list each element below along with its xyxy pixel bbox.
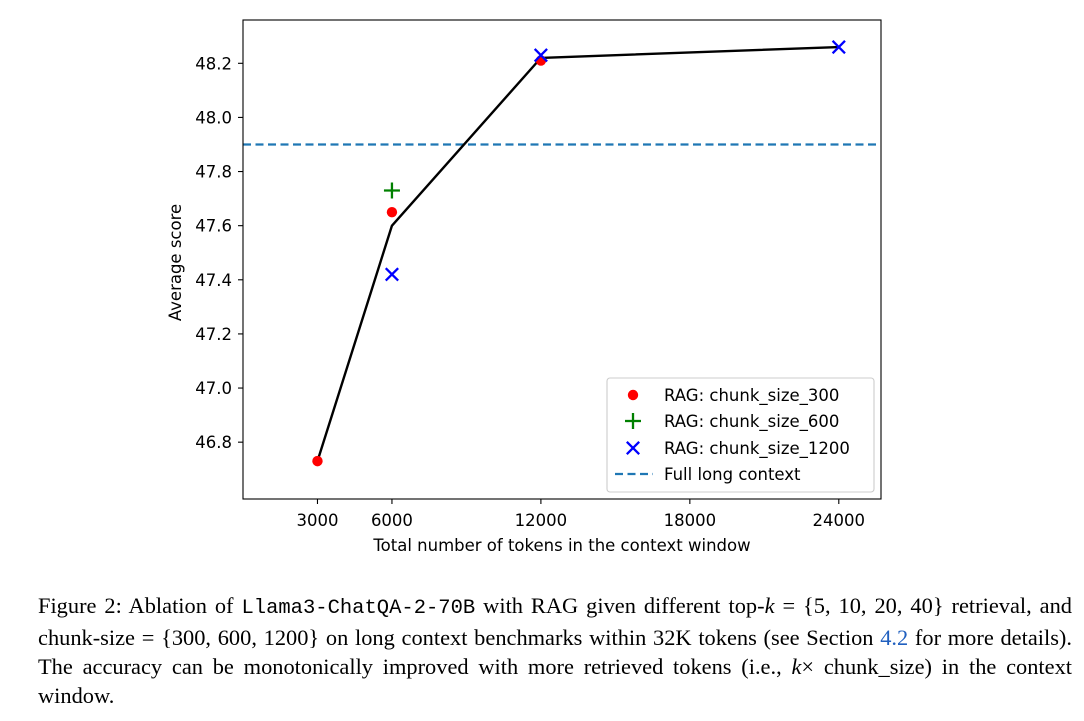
caption-part4: × chunk_size) in the context window. [38, 654, 1072, 708]
y-tick-label-2: 47.0 [195, 379, 232, 398]
legend-marker-3 [625, 440, 641, 456]
y-tick-label-3: 47.2 [195, 325, 232, 344]
y-tick-label-5: 47.6 [195, 217, 232, 236]
x-tick-label-1: 3000 [296, 511, 338, 530]
x-tick-label-4: 18000 [664, 511, 717, 530]
caption-lead: Figure 2: Ablation of [38, 593, 242, 618]
y-tick-label-7: 48.0 [195, 108, 232, 127]
series-3-point-2 [533, 48, 548, 63]
legend-ref-label-1: Full long context [664, 465, 801, 484]
caption-part2: = {5, 10, 20, 40} retrieval, and chunk-s… [38, 593, 1072, 650]
y-tick-label-4: 47.4 [195, 271, 232, 290]
chart: 3000 6000 12000 18000 24000 46.8 47.0 47.2 47.4 4… [166, 19, 882, 555]
section-link[interactable]: 4.2 [880, 625, 909, 650]
series-3-point-3-d2 [831, 40, 846, 55]
legend-marker-3-d2 [625, 440, 641, 456]
legend: RAG: chunk_size_300 RAG: chunk_size_600 RA… [606, 377, 875, 493]
y-tick-label-1: 46.8 [195, 433, 232, 452]
trend-line [316, 45, 839, 462]
x-tick-label-5: 24000 [813, 511, 866, 530]
figure: 3000 6000 12000 18000 24000 46.8 47.0 47.2 47.4 4… [166, 19, 882, 555]
legend-label-3: RAG: chunk_size_1200 [664, 439, 850, 459]
caption-k2: k [791, 654, 802, 679]
series-3-point-1 [384, 267, 399, 282]
series-3-point-2-d2 [533, 48, 548, 63]
legend-label-1: RAG: chunk_size_300 [664, 386, 839, 406]
legend-box [606, 377, 875, 493]
y-tick-label-6: 47.8 [195, 163, 232, 182]
legend-marker-1 [627, 389, 639, 401]
x-tick-label-3: 12000 [515, 511, 568, 530]
axes-layer: 3000 6000 12000 18000 24000 46.8 47.0 47.2 47.4 4… [166, 19, 882, 555]
caption-part3: for more details). The accuracy can be m… [38, 625, 1072, 679]
caption-model-name: Llama3-ChatQA-2-70B [241, 597, 476, 620]
x-tick-label-2: 6000 [371, 511, 413, 530]
plot-data-layer [243, 40, 881, 467]
series-1-point-1 [312, 455, 323, 467]
series-2-point-1 [383, 182, 400, 199]
legend-label-2: RAG: chunk_size_600 [664, 412, 839, 432]
figure-caption: Figure 2: Ablation of Llama3-ChatQA-2-70… [38, 591, 1072, 710]
y-tick-label-8: 48.2 [195, 54, 232, 73]
series-1-point-2 [386, 206, 398, 218]
caption-k: k [764, 593, 775, 618]
y-axis-label: Average score [166, 204, 185, 321]
legend-marker-2 [625, 413, 641, 429]
series-3-point-3 [831, 40, 846, 55]
x-axis-label: Total number of tokens in the context wi… [372, 536, 750, 555]
series-1-point-3 [535, 55, 547, 66]
plot-frame [242, 19, 882, 500]
caption-part1: with RAG given different top- [475, 593, 765, 618]
series-3-point-1-d2 [384, 267, 399, 282]
